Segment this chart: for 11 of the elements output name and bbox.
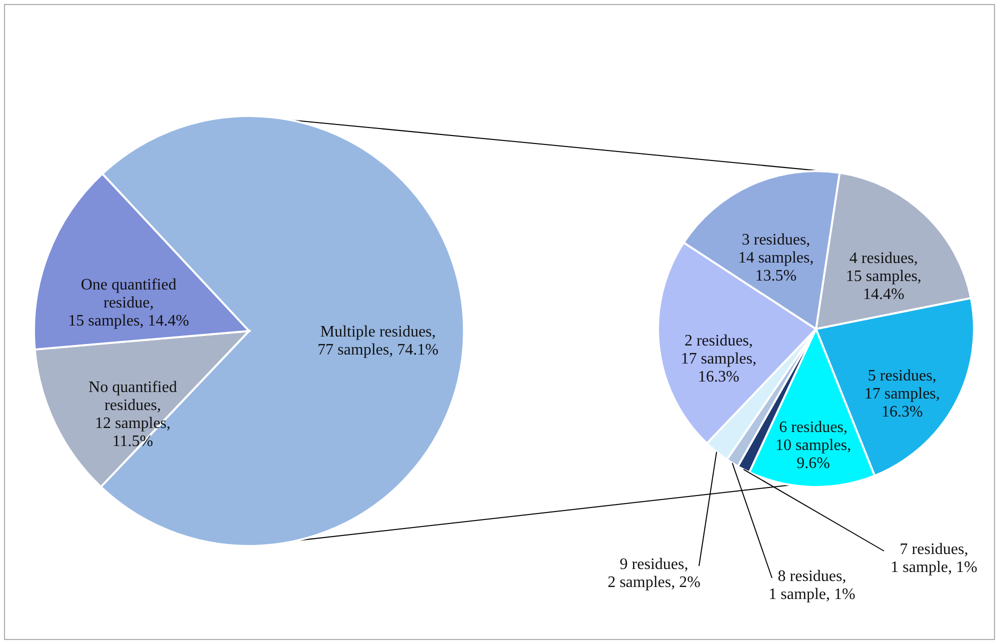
slice-label: 5 residues, 17 samples, 16.3% [864,368,940,421]
slice-label: One quantified residue, 15 samples, 14.4% [68,276,190,330]
slice-label: 3 residues, 14 samples, 13.5% [738,232,814,285]
slice-label: 7 residues, 1 sample, 1% [890,541,978,576]
slice-label: 9 residues, 2 samples, 2% [608,556,700,591]
slice-label: 8 residues, 1 sample, 1% [768,568,856,603]
slice-label: 2 residues, 17 samples, 16.3% [680,332,756,386]
slice-label: No quantified residues, 12 samples, 11.5% [88,378,177,450]
slice-label: Multiple residues, 77 samples, 74.1% [318,324,438,359]
slice-label: 6 residues, 10 samples, 9.6% [776,418,852,472]
slice-label: 4 residues, 15 samples, 14.4% [846,250,922,304]
